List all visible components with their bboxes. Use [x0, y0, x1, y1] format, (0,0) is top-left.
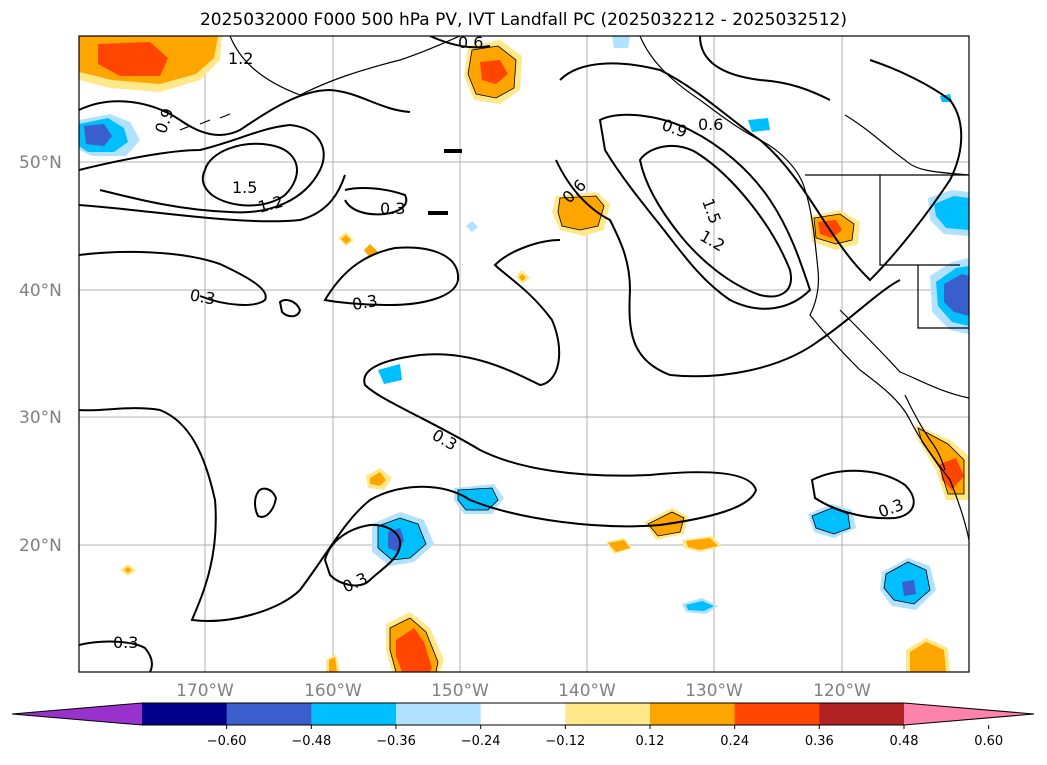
- colorbar-bin: [396, 703, 482, 725]
- lat-tick-label: 40°N: [19, 281, 62, 301]
- colorbar-bin: [650, 703, 736, 725]
- colorbar-outline: [11, 702, 1035, 726]
- colorbar-tick-label: 0.36: [805, 734, 834, 749]
- contour-label: 0.3: [351, 291, 379, 314]
- colorbar-bin: [142, 703, 228, 725]
- contour-label: 0.3: [380, 199, 405, 218]
- colorbar-extension-low: [12, 703, 142, 725]
- lon-tick-label: 150°W: [431, 681, 489, 701]
- contour-label: 1.2: [228, 49, 253, 68]
- lon-tick-label: 160°W: [304, 681, 362, 701]
- colorbar-tick-label: −0.24: [461, 734, 501, 749]
- contour-label: 1.5: [232, 178, 257, 197]
- gridlines: [79, 36, 969, 672]
- colorbar-bin: [226, 703, 312, 725]
- colorbar-bin: [311, 703, 397, 725]
- colorbar-tick-label: 0.48: [890, 734, 919, 749]
- colorbar-tick-label: −0.48: [291, 734, 331, 749]
- lon-tick-label: 140°W: [558, 681, 616, 701]
- contour-label: 0.6: [458, 33, 483, 52]
- lat-tick-label: 50°N: [19, 153, 62, 173]
- map-frame: [78, 35, 970, 673]
- coastlines: [179, 36, 969, 541]
- colorbar-tick-label: 0.12: [636, 734, 665, 749]
- map-panel: [79, 36, 969, 672]
- contour-label: 0.6: [698, 115, 723, 134]
- colorbar-tick-label: −0.36: [376, 734, 416, 749]
- lat-tick-label: 20°N: [19, 536, 62, 556]
- contour-label: 0.3: [188, 285, 216, 308]
- colorbar-bin: [565, 703, 651, 725]
- lat-tick-labels: 50°N 40°N 30°N 20°N: [19, 153, 62, 556]
- map-title: 2025032000 F000 500 hPa PV, IVT Landfall…: [199, 10, 847, 30]
- colorbar: −0.60 −0.48 −0.36 −0.24 −0.12 0.12 0.24 0.36 0.4…: [11, 702, 1035, 749]
- lat-tick-label: 30°N: [19, 408, 62, 428]
- lon-tick-labels: 170°W 160°W 150°W 140°W 130°W 120°W: [176, 681, 871, 701]
- colorbar-tick-label: −0.60: [207, 734, 247, 749]
- colorbar-extension-high: [904, 703, 1034, 725]
- lon-tick-label: 120°W: [813, 681, 871, 701]
- lon-tick-label: 130°W: [685, 681, 743, 701]
- colorbar-tick-label: −0.12: [545, 734, 585, 749]
- lon-tick-label: 170°W: [176, 681, 234, 701]
- contour-label: 0.3: [113, 633, 138, 652]
- colorbar-tick-label: 0.24: [720, 734, 749, 749]
- colorbar-bin: [819, 703, 905, 725]
- colorbar-bin: [480, 703, 566, 725]
- colorbar-bin: [734, 703, 820, 725]
- filled-anomalies: [79, 36, 969, 672]
- colorbar-tick-label: 0.60: [974, 734, 1003, 749]
